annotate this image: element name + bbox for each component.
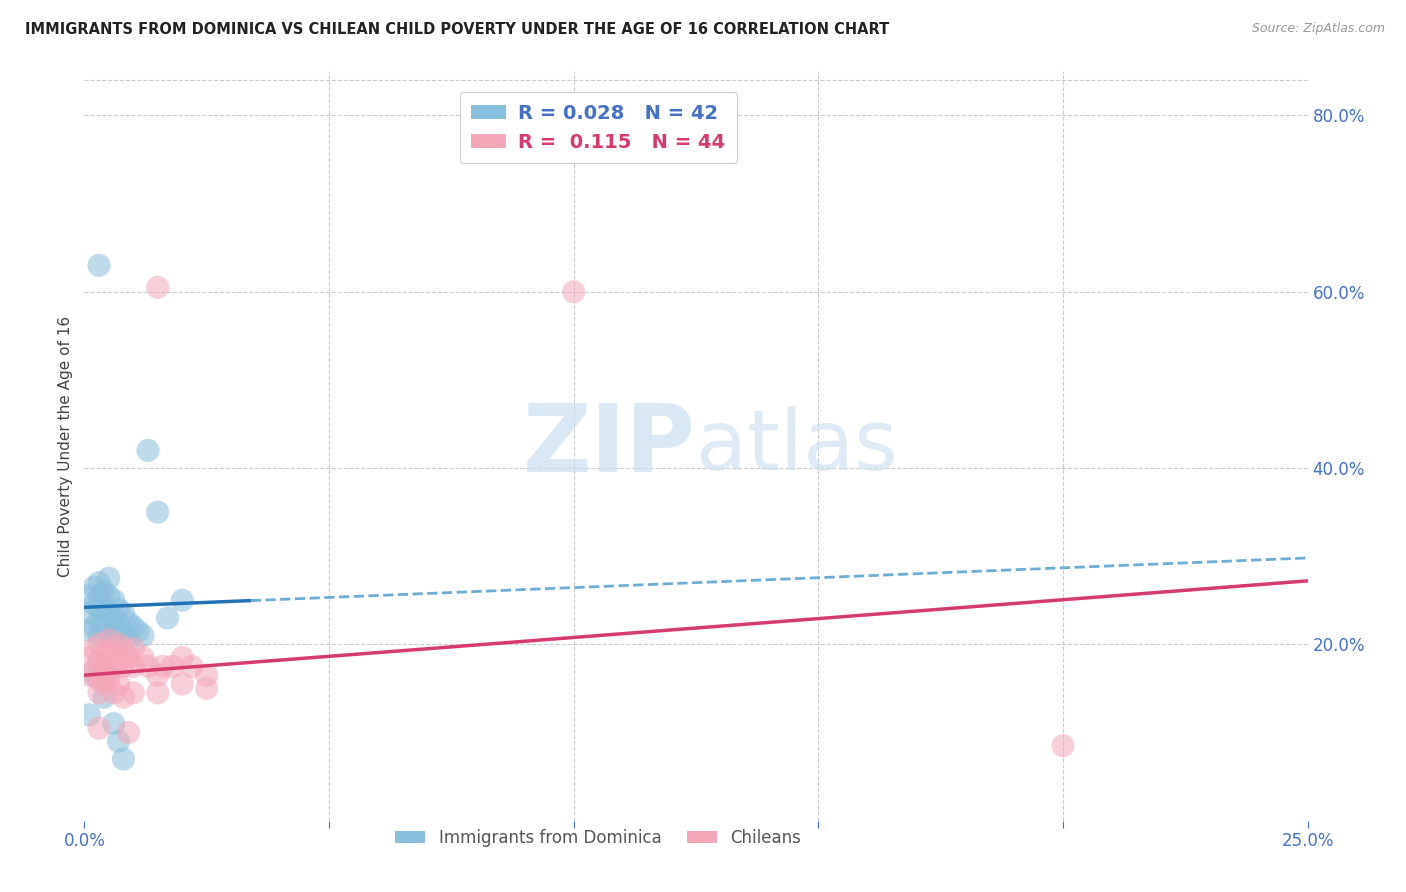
Point: [107, 655, 129, 669]
Point: [93, 690, 115, 705]
Point: [112, 607, 135, 621]
Point: [136, 443, 159, 458]
Point: [97, 632, 120, 647]
Point: [107, 734, 129, 748]
Point: [93, 584, 115, 599]
Point: [83, 580, 105, 594]
Point: [1052, 739, 1074, 753]
Point: [97, 571, 120, 585]
Point: [83, 641, 105, 656]
Point: [97, 668, 120, 682]
Point: [107, 637, 129, 651]
Point: [146, 280, 169, 294]
Point: [97, 589, 120, 603]
Point: [87, 258, 110, 272]
Point: [87, 673, 110, 687]
Point: [93, 664, 115, 678]
Text: IMMIGRANTS FROM DOMINICA VS CHILEAN CHILD POVERTY UNDER THE AGE OF 16 CORRELATIO: IMMIGRANTS FROM DOMINICA VS CHILEAN CHIL…: [25, 22, 890, 37]
Point: [122, 641, 145, 656]
Point: [181, 659, 204, 673]
Point: [97, 607, 120, 621]
Point: [172, 677, 194, 691]
Point: [77, 624, 100, 639]
Point: [83, 598, 105, 612]
Y-axis label: Child Poverty Under the Age of 16: Child Poverty Under the Age of 16: [58, 316, 73, 576]
Point: [87, 602, 110, 616]
Point: [103, 641, 125, 656]
Point: [87, 575, 110, 590]
Point: [117, 650, 139, 665]
Point: [156, 611, 179, 625]
Point: [83, 620, 105, 634]
Legend: Immigrants from Dominica, Chileans: Immigrants from Dominica, Chileans: [389, 822, 807, 854]
Point: [107, 677, 129, 691]
Point: [112, 641, 135, 656]
Point: [112, 624, 135, 639]
Point: [117, 632, 139, 647]
Point: [122, 659, 145, 673]
Point: [103, 628, 125, 642]
Point: [97, 624, 120, 639]
Point: [77, 668, 100, 682]
Point: [132, 650, 155, 665]
Point: [195, 668, 218, 682]
Point: [83, 668, 105, 682]
Point: [117, 615, 139, 630]
Text: ZIP: ZIP: [523, 400, 696, 492]
Point: [107, 602, 129, 616]
Point: [87, 637, 110, 651]
Point: [103, 593, 125, 607]
Point: [127, 624, 149, 639]
Point: [93, 620, 115, 634]
Point: [172, 650, 194, 665]
Point: [87, 721, 110, 735]
Point: [103, 659, 125, 673]
Point: [146, 686, 169, 700]
Point: [162, 659, 184, 673]
Point: [93, 602, 115, 616]
Point: [87, 628, 110, 642]
Point: [103, 716, 125, 731]
Point: [103, 611, 125, 625]
Point: [112, 752, 135, 766]
Point: [152, 659, 174, 673]
Point: [562, 285, 585, 299]
Text: Source: ZipAtlas.com: Source: ZipAtlas.com: [1251, 22, 1385, 36]
Point: [136, 659, 159, 673]
Point: [77, 607, 100, 621]
Point: [146, 668, 169, 682]
Point: [87, 615, 110, 630]
Point: [107, 620, 129, 634]
Point: [77, 650, 100, 665]
Point: [97, 673, 120, 687]
Point: [172, 593, 194, 607]
Point: [87, 686, 110, 700]
Point: [122, 686, 145, 700]
Point: [77, 707, 100, 722]
Point: [77, 589, 100, 603]
Point: [93, 677, 115, 691]
Point: [87, 655, 110, 669]
Point: [146, 505, 169, 519]
Point: [132, 628, 155, 642]
Point: [122, 620, 145, 634]
Point: [87, 655, 110, 669]
Point: [112, 659, 135, 673]
Point: [97, 650, 120, 665]
Point: [195, 681, 218, 696]
Point: [112, 690, 135, 705]
Text: atlas: atlas: [696, 406, 897, 486]
Point: [93, 646, 115, 660]
Point: [87, 589, 110, 603]
Point: [117, 725, 139, 739]
Point: [83, 664, 105, 678]
Point: [103, 686, 125, 700]
